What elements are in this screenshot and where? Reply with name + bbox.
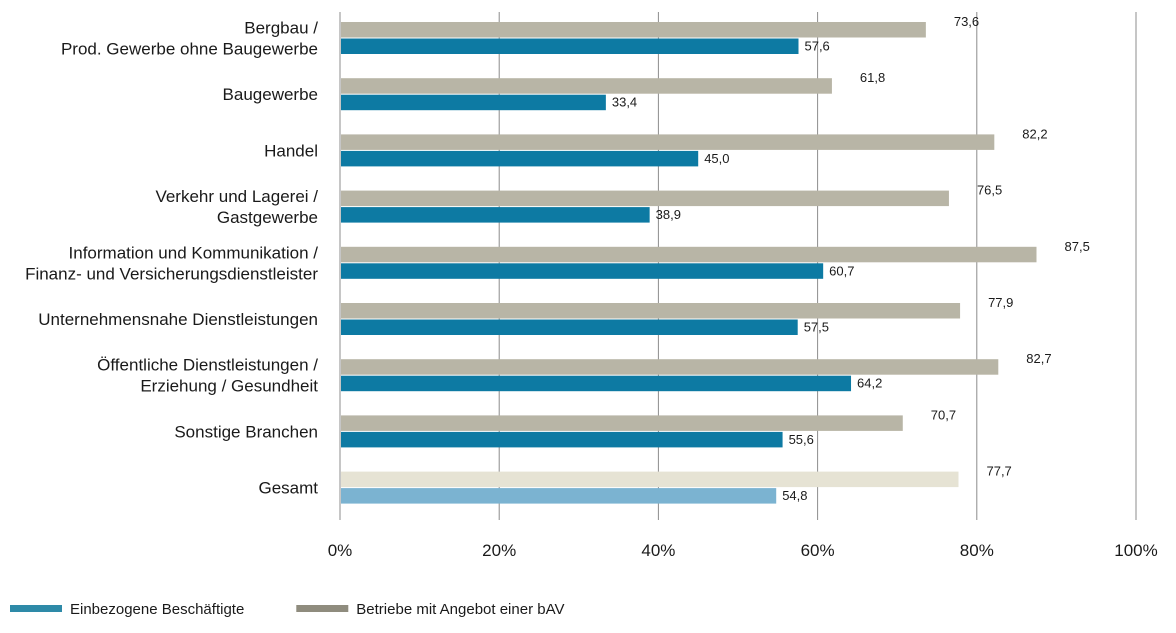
category-label: Gastgewerbe bbox=[217, 208, 318, 227]
bar bbox=[341, 471, 959, 488]
category-label: Baugewerbe bbox=[223, 85, 318, 104]
labels: 0% 20% 40% 60% 80% 100% 73,6 57,6 Bergbau / Prod.… bbox=[25, 14, 1158, 560]
bar bbox=[341, 431, 783, 448]
data-label: 87,5 bbox=[1065, 239, 1090, 254]
category-label: Handel bbox=[264, 141, 318, 160]
data-label: 57,6 bbox=[804, 39, 829, 54]
bar bbox=[341, 303, 961, 319]
bar bbox=[341, 488, 777, 504]
x-tick-label: 40% bbox=[641, 541, 675, 560]
legend-label: Betriebe mit Angebot einer bAV bbox=[356, 601, 564, 618]
bar bbox=[341, 38, 799, 54]
bar bbox=[341, 78, 832, 94]
bar bbox=[341, 94, 606, 111]
data-label: 33,4 bbox=[612, 95, 637, 110]
legend-label: Einbezogene Beschäftigte bbox=[70, 601, 244, 618]
data-label: 60,7 bbox=[829, 263, 854, 278]
legend: Einbezogene Beschäftigte Betriebe mit Ang… bbox=[10, 601, 564, 618]
x-tick-label: 0% bbox=[328, 541, 353, 560]
data-label: 38,9 bbox=[656, 207, 681, 222]
data-label: 54,8 bbox=[782, 488, 807, 503]
data-label: 64,2 bbox=[857, 376, 882, 391]
category-label: Öffentliche Dienstleistungen / bbox=[97, 356, 318, 375]
bar bbox=[341, 359, 999, 375]
x-tick-label: 60% bbox=[801, 541, 835, 560]
data-label: 70,7 bbox=[931, 407, 956, 422]
data-label: 61,8 bbox=[860, 70, 885, 85]
category-label: Unternehmensnahe Dienstleistungen bbox=[38, 310, 318, 329]
bar bbox=[341, 319, 798, 335]
bar bbox=[341, 246, 1037, 263]
data-label: 45,0 bbox=[704, 151, 729, 166]
bar bbox=[341, 134, 995, 150]
bar bbox=[341, 207, 650, 223]
category-label: Sonstige Branchen bbox=[174, 422, 318, 441]
bars bbox=[341, 22, 1037, 504]
data-label: 77,7 bbox=[986, 464, 1011, 479]
category-label: Bergbau / bbox=[244, 19, 318, 38]
data-label: 73,6 bbox=[954, 14, 979, 29]
data-label: 55,6 bbox=[789, 432, 814, 447]
category-label: Information und Kommunikation / bbox=[69, 243, 319, 262]
legend-swatch bbox=[10, 605, 62, 612]
x-tick-label: 20% bbox=[482, 541, 516, 560]
category-label: Finanz- und Versicherungsdienstleister bbox=[25, 264, 318, 283]
data-label: 77,9 bbox=[988, 295, 1013, 310]
category-label: Erziehung / Gesundheit bbox=[140, 377, 318, 396]
legend-swatch bbox=[296, 605, 349, 612]
data-label: 76,5 bbox=[977, 183, 1002, 198]
bar bbox=[341, 263, 824, 279]
data-label: 82,2 bbox=[1022, 126, 1047, 141]
x-tick-label: 100% bbox=[1114, 541, 1157, 560]
bar bbox=[341, 190, 949, 207]
bar bbox=[341, 150, 699, 167]
bar bbox=[341, 415, 903, 431]
category-label: Gesamt bbox=[258, 479, 318, 498]
x-tick-label: 80% bbox=[960, 541, 994, 560]
data-label: 57,5 bbox=[804, 320, 829, 335]
bar bbox=[341, 22, 926, 38]
category-label: Prod. Gewerbe ohne Baugewerbe bbox=[61, 40, 318, 59]
category-label: Verkehr und Lagerei / bbox=[155, 187, 318, 206]
bar bbox=[341, 375, 852, 392]
data-label: 82,7 bbox=[1026, 351, 1051, 366]
